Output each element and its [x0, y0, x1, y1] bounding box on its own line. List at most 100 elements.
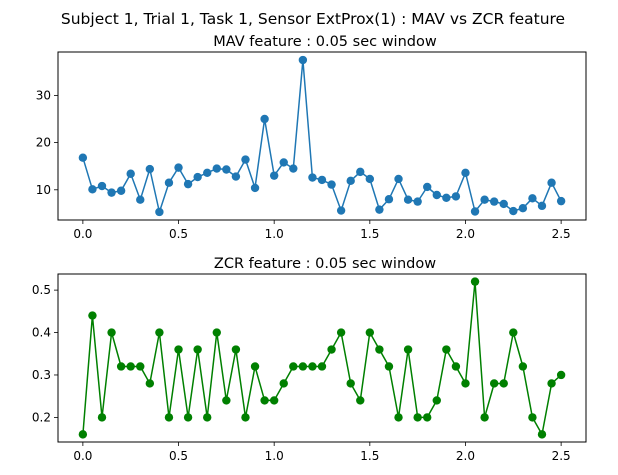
- mav-data-point: [308, 173, 317, 182]
- zcr-data-point: [231, 345, 241, 354]
- mav-xtick-label: 1.5: [360, 227, 379, 241]
- zcr-data-point: [394, 413, 403, 422]
- mav-data-point: [336, 206, 346, 215]
- zcr-data-point: [518, 362, 528, 371]
- zcr-data-point: [222, 396, 231, 405]
- mav-axes-title: MAV feature : 0.05 sec window: [213, 34, 437, 50]
- zcr-data-point: [145, 379, 155, 388]
- zcr-data-point: [336, 328, 346, 337]
- zcr-data-point: [308, 362, 317, 371]
- mav-data-point: [203, 168, 212, 178]
- zcr-axes-frame: [57, 273, 587, 443]
- zcr-ytick-label: 0.4: [32, 326, 51, 340]
- zcr-data-point: [289, 362, 298, 371]
- mav-data-point: [289, 164, 298, 173]
- mav-ticks: 0.0 0.5 1.0 1.5 2.0 2.5 10 20 30: [36, 88, 571, 241]
- mav-data-point: [174, 163, 183, 172]
- mav-series: [78, 55, 566, 217]
- zcr-data-point: [155, 328, 164, 337]
- mav-data-point: [231, 172, 241, 181]
- zcr-xtick-label: 1.5: [360, 449, 379, 463]
- zcr-data-point: [461, 379, 470, 388]
- zcr-data-point: [470, 277, 480, 286]
- mav-xtick-label: 2.0: [456, 227, 475, 241]
- zcr-xtick-label: 2.0: [456, 449, 475, 463]
- zcr-data-point: [212, 328, 221, 337]
- mav-data-point: [528, 194, 537, 203]
- mav-axes-frame: [57, 51, 587, 221]
- mav-data-point: [136, 195, 145, 204]
- zcr-data-point: [174, 345, 183, 354]
- mav-data-point: [499, 199, 508, 209]
- zcr-data-point: [78, 430, 88, 439]
- zcr-xtick-label: 0.0: [73, 449, 92, 463]
- zcr-data-point: [250, 362, 260, 371]
- mav-ytick-label: 30: [36, 88, 51, 102]
- mav-data-point: [413, 197, 422, 206]
- mav-data-point: [384, 195, 394, 204]
- zcr-data-point: [203, 413, 212, 422]
- mav-data-point: [432, 190, 441, 200]
- mav-xtick-label: 0.0: [73, 227, 92, 241]
- zcr-xtick-label: 1.0: [265, 449, 284, 463]
- mav-data-point: [470, 207, 480, 216]
- zcr-data-point: [298, 362, 308, 371]
- zcr-xtick-label: 0.5: [169, 449, 188, 463]
- mav-data-point: [145, 164, 155, 174]
- mav-data-point: [556, 196, 566, 206]
- mav-data-point: [509, 206, 518, 216]
- mav-data-point: [260, 114, 269, 124]
- zcr-series: [78, 277, 566, 439]
- zcr-ticks: 0.0 0.5 1.0 1.5 2.0 2.5 0.2 0.3 0.4 0.5: [32, 283, 571, 463]
- zcr-axes-title: ZCR feature : 0.05 sec window: [214, 256, 436, 272]
- zcr-ytick-label: 0.3: [32, 368, 51, 382]
- zcr-data-point: [423, 413, 432, 422]
- mav-data-point: [222, 165, 231, 174]
- zcr-data-point: [365, 328, 375, 337]
- figure-suptitle: Subject 1, Trial 1, Task 1, Sensor ExtPr…: [61, 10, 565, 28]
- zcr-data-point: [489, 379, 499, 388]
- mav-data-point: [241, 155, 250, 164]
- mav-data-point: [451, 192, 461, 201]
- zcr-data-point: [480, 413, 489, 422]
- zcr-data-point: [346, 379, 355, 388]
- zcr-data-point: [432, 396, 441, 405]
- zcr-data-point: [327, 345, 336, 354]
- mav-data-point: [356, 167, 365, 177]
- zcr-ytick-label: 0.2: [32, 410, 51, 424]
- mav-data-point: [394, 174, 403, 184]
- mav-data-point: [346, 176, 355, 186]
- zcr-data-point: [528, 413, 537, 422]
- zcr-data-point: [442, 345, 451, 354]
- mav-data-point: [423, 182, 432, 192]
- zcr-data-point: [279, 379, 288, 388]
- mav-data-point: [518, 204, 528, 213]
- mav-data-point: [375, 205, 384, 214]
- zcr-data-point: [556, 370, 566, 380]
- mav-xtick-label: 2.5: [552, 227, 571, 241]
- zcr-data-point: [509, 328, 518, 337]
- zcr-data-point: [317, 362, 327, 371]
- zcr-data-point: [260, 396, 269, 405]
- mav-data-point: [107, 188, 116, 197]
- mav-data-point: [537, 201, 547, 211]
- zcr-data-point: [537, 430, 547, 439]
- mav-data-point: [193, 172, 202, 182]
- zcr-data-point: [451, 362, 461, 371]
- zcr-data-point: [164, 413, 174, 422]
- zcr-data-point: [375, 345, 384, 354]
- mav-data-point: [155, 207, 164, 217]
- mav-data-point: [365, 174, 375, 184]
- zcr-data-point: [126, 362, 135, 371]
- zcr-data-point: [136, 362, 145, 371]
- zcr-axes: ZCR feature : 0.05 sec window 0.0 0.5 1.0 1…: [32, 256, 587, 463]
- zcr-data-point: [107, 328, 116, 337]
- mav-axes: MAV feature : 0.05 sec window 0.0 0.5 1.0 1…: [36, 34, 587, 241]
- zcr-data-point: [547, 379, 556, 388]
- mav-ytick-label: 10: [36, 183, 51, 197]
- zcr-ytick-label: 0.5: [32, 283, 51, 297]
- zcr-data-point: [384, 362, 394, 371]
- zcr-data-point: [193, 345, 202, 354]
